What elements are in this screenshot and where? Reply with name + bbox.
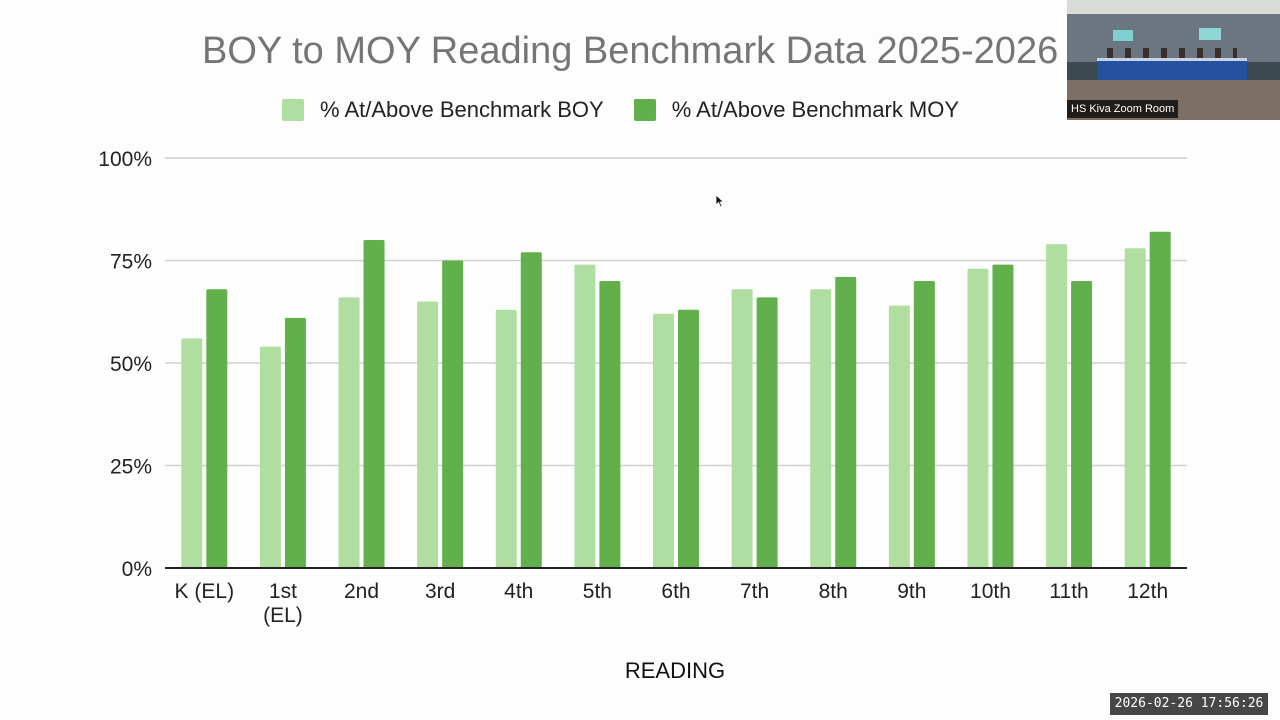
chart-legend: % At/Above Benchmark BOY % At/Above Benc…: [282, 96, 989, 124]
legend-swatch-moy: [633, 99, 656, 121]
y-tick-label: 75%: [110, 251, 152, 274]
legend-item-boy: % At/Above Benchmark BOY: [282, 97, 604, 123]
x-tick-label: 11th: [1049, 580, 1088, 603]
bar-boy: [259, 346, 281, 568]
board-members: [1107, 48, 1237, 60]
x-tick-label: K (EL): [175, 580, 235, 603]
x-tick-label: 7th: [740, 580, 769, 603]
x-tick-label: 3rd: [425, 580, 455, 603]
x-tick-label-line: 8th: [819, 580, 848, 603]
x-tick-label: 4th: [504, 580, 533, 603]
legend-label-moy: % At/Above Benchmark MOY: [671, 97, 960, 122]
bar-boy: [495, 309, 517, 568]
x-tick-label: 6th: [661, 580, 690, 603]
x-tick-label-line: 5th: [583, 580, 612, 603]
bar-boy: [181, 338, 203, 568]
bar-boy: [417, 301, 439, 568]
participant-name-label: HS Kiva Zoom Room: [1067, 100, 1179, 118]
bar-boy: [888, 305, 910, 568]
legend-swatch-boy: [282, 99, 304, 121]
bar-moy: [284, 317, 306, 568]
bar-moy: [992, 264, 1014, 568]
bar-moy: [363, 240, 385, 568]
bar-moy: [1149, 231, 1171, 569]
bar-boy: [1124, 248, 1146, 568]
bar-moy: [206, 289, 228, 568]
x-tick-label: 5th: [583, 580, 612, 603]
chart-title: BOY to MOY Reading Benchmark Data 2025-2…: [202, 30, 1059, 72]
x-tick-label: 1st (EL): [263, 580, 303, 627]
x-axis-label: READING: [624, 658, 726, 683]
bar-moy: [756, 297, 778, 568]
bar-moy: [835, 276, 857, 568]
x-tick-label: 8th: [819, 580, 848, 603]
bar-boy: [810, 289, 832, 568]
bar-moy: [442, 260, 464, 568]
y-tick-label: 0%: [122, 558, 152, 581]
x-tick-label-line: 1st: [269, 580, 297, 603]
bar-boy: [338, 297, 360, 568]
legend-label-boy: % At/Above Benchmark BOY: [320, 97, 604, 122]
recording-timestamp: 2026-02-26 17:56:26: [1110, 693, 1268, 715]
x-tick-label: 10th: [970, 580, 1011, 603]
bar-moy: [599, 281, 621, 568]
x-tick-label-line: (EL): [263, 604, 303, 627]
x-tick-label-line: 12th: [1127, 580, 1168, 603]
room-dais: [1097, 58, 1247, 83]
bar-moy: [678, 309, 699, 568]
x-tick-label-line: K (EL): [175, 580, 235, 603]
bar-boy: [574, 264, 596, 568]
y-tick-label: 25%: [110, 456, 152, 479]
bar-boy: [967, 268, 989, 568]
bar-boy: [731, 289, 753, 568]
x-tick-label-line: 11th: [1049, 580, 1088, 603]
x-tick-label-line: 2nd: [344, 580, 379, 603]
x-tick-label-line: 10th: [970, 580, 1011, 603]
bar-moy: [1071, 281, 1093, 568]
participant-video-tile[interactable]: HS Kiva Zoom Room: [1067, 0, 1280, 120]
room-screen-left: [1113, 30, 1133, 41]
bar-moy: [520, 252, 542, 569]
x-tick-label: 2nd: [344, 580, 379, 603]
x-tick-label-line: 9th: [897, 580, 926, 603]
bar-moy: [913, 281, 935, 568]
bar-boy: [1046, 244, 1068, 568]
x-tick-label: 9th: [897, 580, 926, 603]
x-tick-label-line: 3rd: [425, 580, 455, 603]
room-ceiling: [1067, 0, 1280, 14]
room-screen-right: [1199, 28, 1221, 40]
bar-boy: [653, 313, 674, 568]
x-tick-label-line: 6th: [661, 580, 690, 603]
y-tick-label: 50%: [110, 353, 152, 376]
x-tick-label-line: 4th: [504, 580, 533, 603]
x-tick-label-line: 7th: [740, 580, 769, 603]
y-tick-label: 100%: [98, 148, 152, 171]
mouse-cursor-icon: [715, 194, 725, 208]
x-tick-label: 12th: [1127, 580, 1168, 603]
legend-item-moy: % At/Above Benchmark MOY: [633, 97, 960, 123]
